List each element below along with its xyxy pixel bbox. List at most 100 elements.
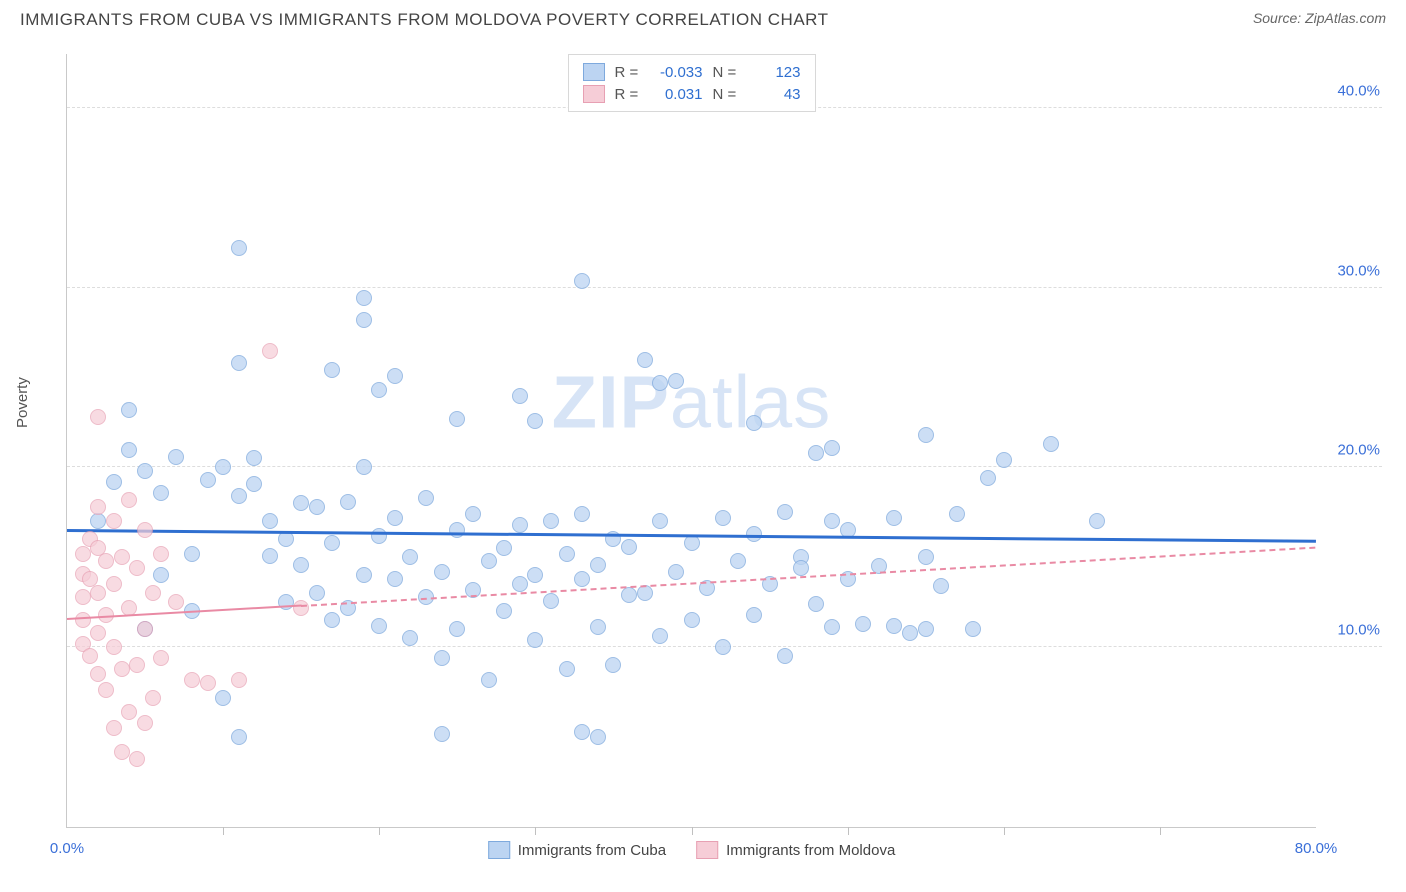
swatch-moldova (583, 85, 605, 103)
data-point-cuba (324, 612, 340, 628)
data-point-cuba (324, 362, 340, 378)
gridline (67, 287, 1382, 288)
data-point-moldova (153, 650, 169, 666)
legend-label: Immigrants from Moldova (726, 842, 895, 859)
data-point-cuba (387, 368, 403, 384)
data-point-cuba (684, 612, 700, 628)
data-point-cuba (543, 513, 559, 529)
x-tick (223, 827, 224, 835)
data-point-cuba (200, 472, 216, 488)
data-point-cuba (262, 548, 278, 564)
data-point-moldova (129, 657, 145, 673)
data-point-cuba (481, 553, 497, 569)
legend-item: Immigrants from Cuba (488, 841, 666, 859)
y-axis-label: Poverty (14, 377, 31, 428)
y-tick-label: 30.0% (1337, 262, 1380, 279)
data-point-cuba (559, 546, 575, 562)
data-point-cuba (121, 402, 137, 418)
data-point-cuba (324, 535, 340, 551)
data-point-cuba (668, 564, 684, 580)
data-point-moldova (106, 639, 122, 655)
data-point-cuba (824, 619, 840, 635)
plot-area: ZIPatlas R =-0.033N =123R =0.031N =43 Im… (66, 54, 1316, 828)
data-point-cuba (652, 628, 668, 644)
data-point-moldova (106, 576, 122, 592)
data-point-moldova (114, 661, 130, 677)
data-point-cuba (715, 639, 731, 655)
data-point-cuba (246, 450, 262, 466)
stat-n-label: N = (713, 64, 737, 81)
data-point-moldova (98, 682, 114, 698)
data-point-cuba (965, 621, 981, 637)
data-point-cuba (590, 619, 606, 635)
data-point-cuba (215, 459, 231, 475)
data-point-cuba (590, 557, 606, 573)
chart-container: Poverty ZIPatlas R =-0.033N =123R =0.031… (20, 44, 1386, 872)
data-point-moldova (137, 621, 153, 637)
data-point-moldova (129, 751, 145, 767)
data-point-cuba (855, 616, 871, 632)
data-point-cuba (90, 513, 106, 529)
data-point-moldova (82, 648, 98, 664)
x-tick (1004, 827, 1005, 835)
data-point-cuba (574, 571, 590, 587)
x-tick-label: 80.0% (1295, 840, 1338, 857)
data-point-moldova (90, 625, 106, 641)
data-point-cuba (886, 510, 902, 526)
data-point-moldova (121, 492, 137, 508)
data-point-cuba (824, 440, 840, 456)
data-point-cuba (996, 452, 1012, 468)
data-point-cuba (512, 517, 528, 533)
data-point-cuba (402, 549, 418, 565)
data-point-cuba (902, 625, 918, 641)
data-point-cuba (184, 546, 200, 562)
data-point-moldova (137, 715, 153, 731)
y-tick-label: 10.0% (1337, 622, 1380, 639)
data-point-cuba (512, 388, 528, 404)
watermark: ZIPatlas (552, 359, 831, 444)
stat-r-value: -0.033 (649, 64, 703, 81)
stat-n-value: 43 (747, 86, 801, 103)
data-point-cuba (309, 585, 325, 601)
data-point-cuba (434, 726, 450, 742)
data-point-cuba (278, 594, 294, 610)
data-point-moldova (153, 546, 169, 562)
legend-label: Immigrants from Cuba (518, 842, 666, 859)
data-point-cuba (886, 618, 902, 634)
data-point-cuba (949, 506, 965, 522)
data-point-moldova (168, 594, 184, 610)
data-point-cuba (449, 411, 465, 427)
data-point-cuba (808, 445, 824, 461)
data-point-cuba (293, 557, 309, 573)
data-point-moldova (90, 409, 106, 425)
data-point-cuba (168, 449, 184, 465)
data-point-cuba (543, 593, 559, 609)
data-point-moldova (293, 600, 309, 616)
data-point-cuba (246, 476, 262, 492)
data-point-cuba (356, 567, 372, 583)
data-point-moldova (90, 666, 106, 682)
data-point-cuba (574, 724, 590, 740)
data-point-cuba (371, 618, 387, 634)
data-point-cuba (621, 587, 637, 603)
data-point-cuba (512, 576, 528, 592)
data-point-cuba (746, 415, 762, 431)
data-point-cuba (652, 513, 668, 529)
data-point-cuba (918, 621, 934, 637)
data-point-cuba (918, 549, 934, 565)
stat-r-label: R = (615, 86, 639, 103)
legend-swatch (488, 841, 510, 859)
data-point-moldova (231, 672, 247, 688)
data-point-cuba (980, 470, 996, 486)
data-point-moldova (106, 513, 122, 529)
gridline (67, 466, 1382, 467)
data-point-cuba (465, 506, 481, 522)
data-point-cuba (449, 621, 465, 637)
data-point-cuba (637, 352, 653, 368)
data-point-cuba (746, 607, 762, 623)
data-point-cuba (590, 729, 606, 745)
data-point-cuba (918, 427, 934, 443)
data-point-cuba (340, 494, 356, 510)
data-point-moldova (114, 549, 130, 565)
y-tick-label: 40.0% (1337, 82, 1380, 99)
